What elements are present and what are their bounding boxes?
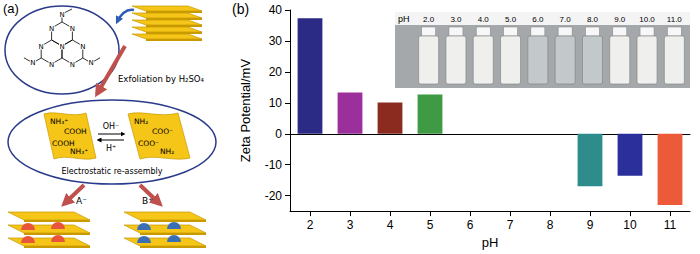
svg-text:NH₃⁺: NH₃⁺ — [70, 147, 88, 156]
svg-text:Exfoliation by H₂SO₄: Exfoliation by H₂SO₄ — [118, 74, 205, 84]
svg-text:7: 7 — [507, 218, 514, 232]
svg-text:COO⁻: COO⁻ — [138, 139, 159, 148]
svg-text:Zeta Potential/mV: Zeta Potential/mV — [238, 59, 253, 163]
svg-text:N: N — [39, 43, 44, 51]
svg-text:2: 2 — [307, 218, 314, 232]
svg-text:A⁻: A⁻ — [76, 196, 87, 206]
svg-text:N: N — [70, 25, 75, 33]
svg-text:OH⁻: OH⁻ — [103, 122, 120, 131]
svg-text:6.0: 6.0 — [532, 15, 544, 24]
svg-text:11.0: 11.0 — [667, 15, 683, 24]
svg-text:pH: pH — [398, 14, 410, 24]
svg-text:2.0: 2.0 — [423, 15, 435, 24]
svg-text:COOH: COOH — [52, 139, 75, 148]
svg-text:3: 3 — [347, 218, 354, 232]
svg-text:COOH: COOH — [64, 127, 87, 136]
svg-text:10: 10 — [623, 218, 637, 232]
svg-text:4.0: 4.0 — [478, 15, 490, 24]
svg-text:5: 5 — [427, 218, 434, 232]
svg-text:9: 9 — [587, 218, 594, 232]
svg-text:30: 30 — [269, 34, 283, 48]
svg-text:NH₂: NH₂ — [134, 117, 148, 126]
svg-text:N: N — [49, 61, 54, 69]
svg-text:(a): (a) — [3, 1, 19, 16]
svg-text:9.0: 9.0 — [614, 15, 626, 24]
svg-text:0: 0 — [275, 127, 282, 141]
svg-text:11: 11 — [664, 218, 677, 232]
svg-text:10.0: 10.0 — [639, 15, 655, 24]
svg-text:Electrostatic re-assembly: Electrostatic re-assembly — [61, 167, 162, 176]
svg-text:N: N — [70, 61, 75, 69]
svg-text:N: N — [59, 11, 64, 19]
svg-text:6: 6 — [467, 218, 474, 232]
svg-text:8: 8 — [547, 218, 554, 232]
svg-text:N: N — [30, 59, 35, 67]
svg-text:8.0: 8.0 — [587, 15, 599, 24]
svg-text:N: N — [59, 43, 64, 51]
svg-text:pH: pH — [482, 235, 499, 250]
svg-text:COO⁻: COO⁻ — [152, 127, 173, 136]
svg-text:4: 4 — [387, 218, 394, 232]
svg-text:7.0: 7.0 — [560, 15, 572, 24]
svg-text:10: 10 — [269, 96, 283, 110]
svg-text:B⁺: B⁺ — [142, 196, 153, 206]
svg-text:40: 40 — [269, 3, 283, 17]
svg-text:5.0: 5.0 — [505, 15, 517, 24]
svg-text:20: 20 — [269, 65, 283, 79]
svg-text:N: N — [80, 43, 85, 51]
svg-text:H⁺: H⁺ — [106, 144, 116, 153]
svg-text:3.0: 3.0 — [450, 15, 462, 24]
svg-text:-10: -10 — [265, 158, 283, 172]
svg-text:N: N — [88, 59, 93, 67]
svg-text:N: N — [49, 25, 54, 33]
html-text:(b): (b) — [232, 1, 250, 17]
svg-text:NH₃⁺: NH₃⁺ — [50, 117, 68, 126]
svg-text:NH₂: NH₂ — [160, 147, 174, 156]
svg-text:-20: -20 — [265, 189, 283, 203]
